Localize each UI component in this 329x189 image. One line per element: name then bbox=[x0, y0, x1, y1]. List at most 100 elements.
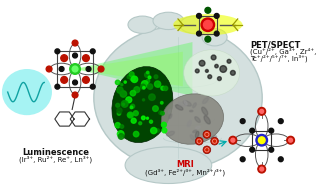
Circle shape bbox=[204, 20, 212, 29]
Polygon shape bbox=[75, 52, 183, 86]
Circle shape bbox=[154, 75, 158, 79]
Circle shape bbox=[201, 18, 215, 32]
Circle shape bbox=[131, 76, 138, 83]
Ellipse shape bbox=[153, 12, 184, 29]
Circle shape bbox=[240, 157, 245, 162]
Ellipse shape bbox=[168, 109, 171, 114]
Circle shape bbox=[83, 77, 89, 83]
Circle shape bbox=[159, 111, 162, 114]
Ellipse shape bbox=[173, 14, 242, 35]
Text: (Gd³⁺, Fe²⁺/³⁺, Mn²⁺/³⁺): (Gd³⁺, Fe²⁺/³⁺, Mn²⁺/³⁺) bbox=[145, 168, 225, 176]
Circle shape bbox=[139, 122, 142, 125]
Circle shape bbox=[142, 99, 144, 101]
Ellipse shape bbox=[190, 110, 193, 112]
Circle shape bbox=[149, 120, 153, 123]
Circle shape bbox=[127, 112, 133, 118]
Ellipse shape bbox=[128, 16, 157, 33]
Circle shape bbox=[269, 128, 274, 133]
Ellipse shape bbox=[2, 69, 52, 115]
Circle shape bbox=[121, 101, 128, 107]
Circle shape bbox=[141, 116, 145, 120]
Circle shape bbox=[140, 84, 145, 89]
Ellipse shape bbox=[178, 102, 187, 106]
Circle shape bbox=[115, 80, 120, 85]
Circle shape bbox=[161, 86, 165, 90]
Ellipse shape bbox=[169, 114, 172, 119]
Circle shape bbox=[161, 101, 163, 104]
Ellipse shape bbox=[202, 29, 227, 46]
Circle shape bbox=[205, 36, 211, 42]
Ellipse shape bbox=[195, 126, 200, 129]
Ellipse shape bbox=[190, 135, 194, 140]
Circle shape bbox=[195, 69, 199, 73]
Circle shape bbox=[197, 13, 201, 18]
Circle shape bbox=[120, 91, 127, 97]
Circle shape bbox=[134, 87, 140, 93]
Circle shape bbox=[131, 118, 136, 123]
Ellipse shape bbox=[193, 130, 197, 133]
Circle shape bbox=[197, 31, 201, 36]
Circle shape bbox=[149, 94, 155, 100]
Ellipse shape bbox=[161, 94, 223, 144]
Ellipse shape bbox=[94, 27, 262, 169]
Text: (Cu⁺/²⁺, Ga³⁺, Zr⁴⁺,: (Cu⁺/²⁺, Ga³⁺, Zr⁴⁺, bbox=[250, 48, 316, 55]
Ellipse shape bbox=[193, 103, 196, 108]
Circle shape bbox=[250, 128, 255, 133]
Circle shape bbox=[117, 112, 121, 115]
Circle shape bbox=[146, 117, 148, 119]
Ellipse shape bbox=[201, 135, 202, 138]
Circle shape bbox=[73, 80, 77, 85]
Circle shape bbox=[130, 91, 136, 96]
Circle shape bbox=[220, 66, 227, 72]
Circle shape bbox=[145, 73, 149, 77]
Circle shape bbox=[205, 7, 211, 13]
Circle shape bbox=[231, 138, 235, 142]
Circle shape bbox=[230, 70, 235, 75]
Circle shape bbox=[151, 128, 157, 134]
Circle shape bbox=[134, 131, 139, 137]
Circle shape bbox=[124, 81, 126, 83]
Circle shape bbox=[55, 49, 60, 54]
Circle shape bbox=[278, 119, 283, 124]
Circle shape bbox=[156, 129, 160, 132]
Circle shape bbox=[117, 87, 123, 93]
Circle shape bbox=[121, 84, 123, 86]
Circle shape bbox=[155, 81, 161, 87]
Circle shape bbox=[143, 87, 145, 89]
Text: Tc⁺/²⁺/⁵⁺/⁷⁺, In³⁺): Tc⁺/²⁺/⁵⁺/⁷⁺, In³⁺) bbox=[250, 55, 308, 62]
Ellipse shape bbox=[125, 147, 212, 184]
Circle shape bbox=[214, 31, 219, 36]
Circle shape bbox=[73, 53, 77, 58]
Ellipse shape bbox=[166, 131, 174, 136]
Circle shape bbox=[148, 76, 151, 79]
Circle shape bbox=[162, 128, 167, 133]
Circle shape bbox=[208, 75, 212, 79]
Circle shape bbox=[86, 67, 91, 71]
Ellipse shape bbox=[202, 107, 208, 115]
Circle shape bbox=[141, 81, 148, 87]
Circle shape bbox=[83, 55, 89, 61]
Circle shape bbox=[120, 125, 124, 128]
Circle shape bbox=[215, 64, 218, 68]
Circle shape bbox=[161, 112, 164, 115]
Circle shape bbox=[146, 71, 149, 74]
Circle shape bbox=[118, 134, 124, 139]
Circle shape bbox=[205, 70, 208, 72]
Circle shape bbox=[164, 86, 168, 91]
Circle shape bbox=[131, 104, 135, 108]
Text: PET/SPECT: PET/SPECT bbox=[250, 40, 301, 49]
Circle shape bbox=[260, 109, 264, 113]
Circle shape bbox=[55, 84, 60, 89]
Circle shape bbox=[115, 123, 120, 128]
Circle shape bbox=[146, 79, 150, 83]
Circle shape bbox=[133, 111, 138, 116]
Circle shape bbox=[289, 138, 292, 142]
Circle shape bbox=[211, 137, 218, 145]
Text: (Ir³⁺, Ru²⁺, Re⁺, Ln³⁺): (Ir³⁺, Ru²⁺, Re⁺, Ln³⁺) bbox=[19, 156, 92, 163]
Circle shape bbox=[46, 66, 52, 72]
Ellipse shape bbox=[211, 136, 216, 140]
Circle shape bbox=[147, 84, 153, 89]
Circle shape bbox=[117, 108, 122, 113]
Ellipse shape bbox=[112, 67, 173, 143]
Circle shape bbox=[162, 122, 166, 127]
